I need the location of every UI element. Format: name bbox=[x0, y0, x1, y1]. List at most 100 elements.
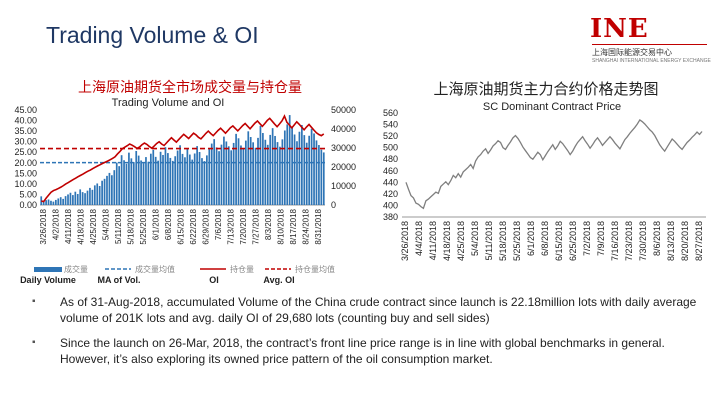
volume-bar bbox=[232, 142, 235, 205]
volume-bar bbox=[40, 196, 43, 205]
volume-bar bbox=[293, 134, 296, 205]
y-tick-label: 440 bbox=[383, 177, 398, 187]
volume-bar bbox=[191, 159, 194, 205]
y-left-tick-label: 20.00 bbox=[14, 158, 37, 168]
volume-bar bbox=[318, 145, 320, 205]
volume-bar bbox=[130, 158, 133, 205]
volume-bar bbox=[125, 163, 128, 205]
y-left-tick-label: 35.00 bbox=[14, 126, 37, 136]
volume-bar bbox=[57, 198, 60, 205]
volume-bar bbox=[164, 147, 167, 205]
bullet-item: ▪ As of 31-Aug-2018, accumulated Volume … bbox=[30, 294, 700, 326]
logo-english-name: SHANGHAI INTERNATIONAL ENERGY EXCHANGE bbox=[592, 58, 711, 64]
x-tick-label: 8/13/2018 bbox=[666, 221, 676, 261]
legend-cn-label: 持仓量 bbox=[230, 264, 254, 274]
volume-bar bbox=[169, 157, 172, 205]
volume-bar bbox=[196, 146, 198, 205]
logo-divider bbox=[592, 44, 707, 45]
x-tick-label: 6/15/2018 bbox=[554, 221, 564, 261]
volume-bar bbox=[157, 160, 159, 205]
x-tick-label: 4/2/2018 bbox=[52, 208, 61, 240]
volume-bar bbox=[89, 187, 91, 205]
volume-bar bbox=[269, 134, 272, 205]
x-tick-label: 6/8/2018 bbox=[540, 221, 550, 256]
volume-bar bbox=[271, 128, 274, 205]
volume-bar bbox=[52, 201, 55, 205]
bullet-text: Since the launch on 26-Mar, 2018, the co… bbox=[60, 336, 665, 366]
volume-bar bbox=[286, 124, 289, 205]
x-tick-label: 7/9/2018 bbox=[596, 221, 606, 256]
y-tick-label: 480 bbox=[383, 154, 398, 164]
volume-bar bbox=[266, 144, 269, 205]
x-tick-label: 4/18/2018 bbox=[442, 221, 452, 261]
volume-bar bbox=[188, 154, 191, 205]
volume-bar bbox=[181, 153, 184, 205]
x-tick-label: 5/25/2018 bbox=[512, 221, 522, 261]
x-tick-label: 5/11/2018 bbox=[114, 208, 123, 244]
volume-bar bbox=[244, 140, 247, 205]
y-left-tick-label: 45.00 bbox=[14, 105, 37, 115]
legend-label: MA of Vol. bbox=[98, 275, 141, 285]
legend-cn-label: 成交量 bbox=[64, 264, 88, 274]
x-tick-label: 6/8/2018 bbox=[164, 208, 173, 240]
x-tick-label: 8/24/2018 bbox=[302, 208, 311, 244]
chart2-title: 上海原油期货主力合约价格走势图 bbox=[433, 80, 658, 98]
volume-bar bbox=[113, 170, 116, 205]
chart1-title-bg bbox=[58, 78, 332, 98]
volume-bar bbox=[274, 135, 276, 205]
y-right-tick-label: 20000 bbox=[331, 162, 356, 172]
volume-bar bbox=[64, 196, 67, 205]
y-tick-label: 400 bbox=[383, 200, 398, 210]
y-tick-label: 500 bbox=[383, 143, 398, 153]
x-tick-label: 5/25/2018 bbox=[139, 208, 148, 244]
y-tick-label: 520 bbox=[383, 131, 398, 141]
volume-bar bbox=[322, 152, 325, 205]
volume-bar bbox=[213, 139, 216, 205]
sc-price-chart: 上海原油期货主力合约价格走势图 SC Dominant Contract Pri… bbox=[383, 80, 706, 261]
x-tick-label: 3/26/2018 bbox=[39, 208, 48, 244]
volume-bar bbox=[240, 145, 242, 205]
volume-bar bbox=[76, 194, 79, 205]
volume-bar bbox=[276, 142, 279, 205]
y-tick-label: 560 bbox=[383, 108, 398, 118]
x-tick-label: 6/15/2018 bbox=[177, 208, 186, 244]
x-tick-label: 4/25/2018 bbox=[89, 208, 98, 244]
volume-bar bbox=[42, 200, 45, 205]
x-tick-label: 5/4/2018 bbox=[470, 221, 480, 256]
volume-bar bbox=[81, 192, 84, 205]
y-right-tick-label: 40000 bbox=[331, 124, 356, 134]
y-right-tick-label: 50000 bbox=[331, 105, 356, 115]
x-tick-label: 8/20/2018 bbox=[680, 221, 690, 261]
chart1-x-ticks: 3/26/2018 4/2/2018 4/11/2018 4/18/2018 4/25/… bbox=[39, 208, 323, 244]
volume-bar bbox=[201, 158, 203, 205]
x-tick-label: 7/23/2018 bbox=[624, 221, 634, 261]
volume-bar bbox=[62, 198, 64, 205]
x-tick-label: 7/6/2018 bbox=[214, 208, 223, 240]
x-tick-label: 8/3/2018 bbox=[264, 208, 273, 240]
volume-bar bbox=[149, 153, 152, 205]
x-tick-label: 7/2/2018 bbox=[582, 221, 592, 256]
volume-bar bbox=[176, 150, 179, 205]
volume-bar bbox=[93, 185, 96, 205]
x-tick-label: 3/26/2018 bbox=[400, 221, 410, 261]
volume-bar bbox=[54, 199, 57, 205]
volume-bar bbox=[171, 160, 174, 205]
volume-bar bbox=[303, 135, 306, 205]
volume-bar bbox=[140, 160, 142, 205]
volume-bar bbox=[45, 200, 47, 205]
bullet-dot-icon: ▪ bbox=[32, 337, 36, 348]
volume-bar bbox=[79, 189, 82, 205]
volume-bar bbox=[86, 190, 89, 205]
volume-oi-chart: 上海原油期货全市场成交量与持仓量 Trading Volume and OI 4… bbox=[14, 78, 356, 285]
volume-bar bbox=[47, 199, 50, 205]
volume-bar bbox=[108, 172, 111, 205]
y-left-tick-label: 30.00 bbox=[14, 137, 37, 147]
volume-bar bbox=[91, 189, 94, 205]
bullet-item: ▪ Since the launch on 26-Mar, 2018, the … bbox=[30, 335, 700, 367]
volume-bar bbox=[101, 180, 103, 205]
x-tick-label: 8/17/2018 bbox=[289, 208, 298, 244]
chart1-bars bbox=[40, 115, 325, 205]
volume-bar bbox=[179, 145, 181, 205]
volume-bar bbox=[154, 156, 157, 205]
y-right-tick-label: 10000 bbox=[331, 181, 356, 191]
